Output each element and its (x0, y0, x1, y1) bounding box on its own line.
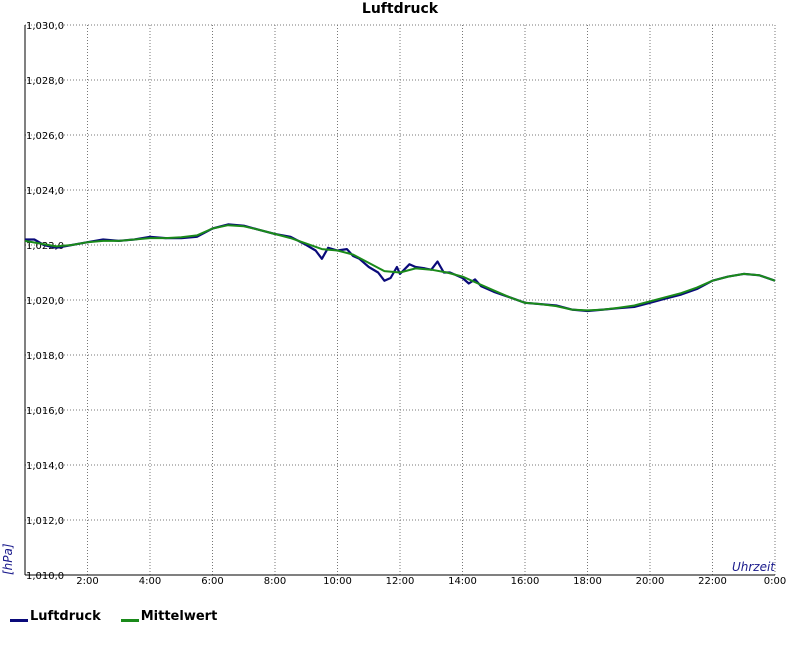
x-tick-label: 4:00 (139, 576, 161, 587)
grid (25, 24, 776, 575)
x-tick-label: 16:00 (511, 576, 540, 587)
y-tick-label: 1,020,0 (26, 296, 64, 307)
legend-swatch-luftdruck (10, 619, 28, 622)
y-tick-label: 1,030,0 (26, 21, 64, 32)
series-lines (24, 223, 776, 313)
y-tick-label: 1,012,0 (26, 516, 64, 527)
x-tick-label: 0:00 (764, 576, 786, 587)
y-axis-label: [hPa] (1, 543, 15, 575)
legend-label-luftdruck: Luftdruck (30, 609, 101, 624)
legend-label-mittelwert: Mittelwert (140, 609, 218, 624)
x-tick-label: 12:00 (386, 576, 415, 587)
x-tick-label: 18:00 (573, 576, 602, 587)
series-line-mittelwert (24, 224, 776, 312)
axes (24, 25, 775, 576)
y-tick-label: 1,026,0 (26, 131, 64, 142)
y-tick-label: 1,016,0 (26, 406, 64, 417)
x-axis-label: Uhrzeit (732, 560, 776, 574)
legend-item-luftdruck: Luftdruck (10, 609, 101, 624)
x-tick-label: 8:00 (264, 576, 286, 587)
y-tick-label: 1,028,0 (26, 76, 64, 87)
legend: Luftdruck Mittelwert (10, 609, 237, 624)
chart: Luftdruck 1,010,01,012,01,014,01,016,01,… (1, 1, 786, 587)
x-tick-label: 22:00 (698, 576, 727, 587)
x-tick-label: 20:00 (636, 576, 665, 587)
chart-title: Luftdruck (362, 1, 439, 17)
legend-swatch-mittelwert (120, 619, 139, 622)
y-tick-label: 1,022,0 (26, 241, 64, 252)
x-tick-label: 14:00 (448, 576, 477, 587)
y-tick-label: 1,010,0 (26, 571, 64, 582)
x-tick-label: 6:00 (201, 576, 223, 587)
y-tick-label: 1,018,0 (26, 351, 64, 362)
y-tick-label: 1,024,0 (26, 186, 64, 197)
y-tick-label: 1,014,0 (26, 461, 64, 472)
y-axis-ticks: 1,010,0 1,012,0 1,014,0 1,016,0 1,018,0 1,020… (26, 21, 64, 582)
x-tick-label: 2:00 (76, 576, 98, 587)
x-tick-label: 10:00 (323, 576, 352, 587)
legend-item-mittelwert: Mittelwert (120, 609, 218, 624)
x-axis-ticks: 2:00 4:00 6:00 8:00 10:00 12:00 14:00 16:00 18:0… (76, 576, 786, 587)
